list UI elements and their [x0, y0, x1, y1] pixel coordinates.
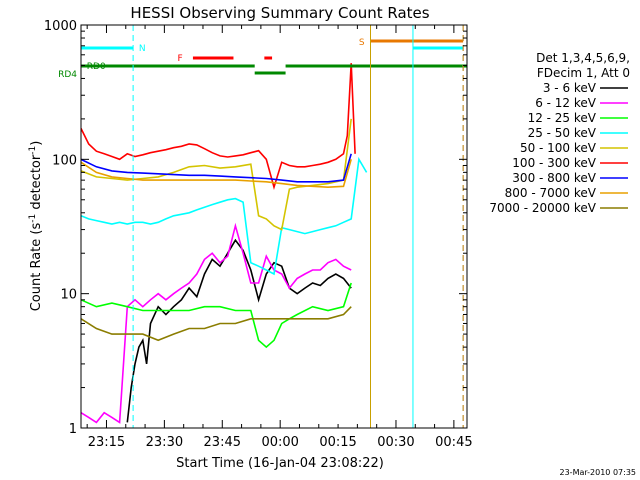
plot-frame: [80, 24, 468, 429]
y-tick-label: 1: [69, 422, 77, 437]
saa-flag-label: S: [359, 38, 365, 48]
series-line-0: [126, 238, 352, 423]
series-line-8: [81, 306, 352, 342]
y-tick-label: 10: [60, 288, 77, 303]
x-tick-label: 23:15: [88, 435, 125, 450]
y-axis-label: Count Rate (s-1 detector-1): [28, 141, 44, 312]
x-tick-label: 23:30: [146, 435, 183, 450]
x-tick-label: 00:45: [435, 435, 472, 450]
series-line-6: [81, 153, 352, 183]
rd0-flag-label: RD0: [87, 62, 106, 72]
legend-entry: 100 - 300 keV: [512, 156, 596, 170]
legend-entry: 300 - 800 keV: [512, 171, 596, 185]
legend-entry: 3 - 6 keV: [543, 81, 597, 95]
x-axis: 23:15 23:30 23:45 00:00 00:15 00:30 00:45: [86, 25, 473, 450]
series-line-2: [81, 282, 352, 349]
series-line-4: [81, 118, 352, 231]
y-axis: 1 10 100 1000: [44, 19, 467, 437]
legend-entry: 800 - 7000 keV: [505, 186, 597, 200]
legend-header-2: FDecim 1, Att 0: [537, 66, 630, 80]
series-layer: [81, 63, 368, 424]
series-line-5: [81, 63, 356, 191]
y-tick-label: 1000: [44, 19, 77, 34]
timestamp: 23-Mar-2010 07:35: [560, 468, 637, 477]
series-line-3: [81, 156, 368, 276]
night-flag-label: N: [139, 44, 146, 54]
flare-flag-label: F: [178, 54, 183, 64]
x-tick-label: 00:15: [319, 435, 356, 450]
legend-entry: 50 - 100 keV: [520, 141, 597, 155]
legend-entry: 25 - 50 keV: [528, 126, 597, 140]
legend-header-1: Det 1,3,4,5,6,9,: [536, 51, 630, 65]
series-line-7: [81, 159, 352, 189]
flags-layer: N F S RD0: [81, 25, 467, 428]
rd4-flag-label: RD4: [58, 70, 77, 80]
x-axis-label: Start Time (16-Jan-04 23:08:22): [176, 456, 384, 471]
chart-title: HESSI Observing Summary Count Rates: [130, 4, 429, 22]
legend-entry: 7000 - 20000 keV: [489, 201, 596, 215]
x-tick-label: 00:30: [377, 435, 414, 450]
y-tick-label: 100: [52, 153, 77, 168]
legend-entry: 6 - 12 keV: [535, 96, 597, 110]
x-tick-label: 00:00: [261, 435, 298, 450]
legend-entry: 12 - 25 keV: [528, 111, 597, 125]
series-line-1: [81, 222, 352, 424]
x-tick-label: 23:45: [204, 435, 241, 450]
